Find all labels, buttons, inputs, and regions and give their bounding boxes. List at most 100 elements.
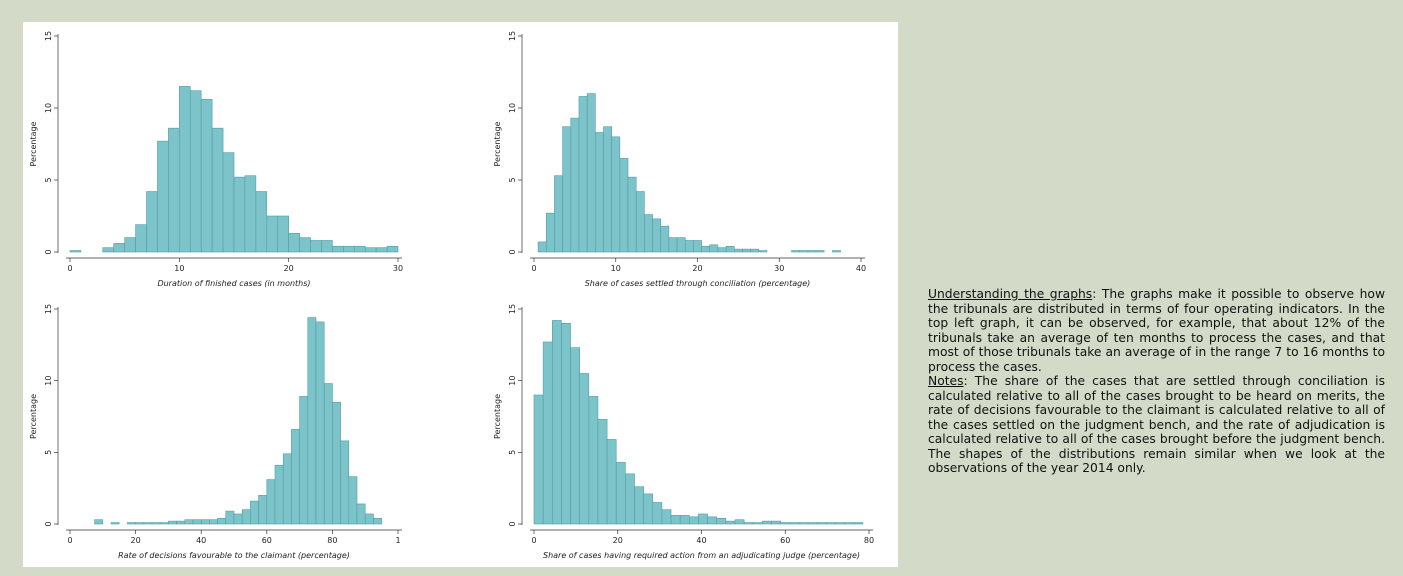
- histogram-bar: [709, 244, 719, 253]
- chart-duration: 0 5 10 15 0 10 20 30 Duration of finished cases …: [29, 31, 403, 288]
- histogram-bar: [750, 248, 760, 253]
- histogram-bar: [701, 245, 711, 253]
- histogram-bar: [627, 176, 637, 253]
- histogram-bar: [348, 476, 358, 525]
- x-tick-label: 60: [262, 536, 272, 545]
- histogram-bar: [606, 439, 617, 525]
- y-axis-title: Percentage: [493, 394, 502, 439]
- histogram-bar: [635, 191, 645, 253]
- histogram-bar: [225, 510, 235, 525]
- histogram-bar: [299, 237, 311, 253]
- y-tick-label: 10: [44, 376, 53, 386]
- histogram-bar: [168, 127, 180, 253]
- histogram-bar: [375, 247, 388, 253]
- x-axis-title: Duration of finished cases (in months): [157, 279, 310, 288]
- histogram-bar: [184, 519, 194, 525]
- histogram-bar: [250, 500, 259, 525]
- notes-heading: Notes: [928, 374, 964, 388]
- histogram-bar: [561, 323, 571, 525]
- x-tick-label: 0: [67, 536, 72, 545]
- histogram-bar: [373, 517, 382, 525]
- histogram-bar: [222, 152, 235, 253]
- histogram-bar: [570, 347, 580, 525]
- histogram-bar: [332, 245, 344, 253]
- histogram-bar: [693, 240, 702, 253]
- histogram-bar: [159, 522, 169, 525]
- histogram-bar: [310, 240, 322, 253]
- histogram-bar: [603, 126, 612, 253]
- y-tick-label: 10: [508, 103, 517, 113]
- x-tick-label: 10: [174, 264, 184, 273]
- histogram-bar: [266, 215, 279, 253]
- histogram-bar: [554, 175, 563, 253]
- y-tick-label: 0: [44, 521, 53, 526]
- x-tick-label: 20: [284, 264, 294, 273]
- histogram-bar: [124, 237, 136, 253]
- histogram-bar: [725, 520, 736, 525]
- histogram-bar: [717, 247, 727, 253]
- histogram-bar: [652, 218, 662, 253]
- notes-text: Understanding the graphs: The graphs mak…: [928, 287, 1385, 476]
- histogram-bar: [689, 516, 699, 525]
- histogram-bar: [69, 250, 82, 253]
- histogram-bar: [684, 240, 694, 253]
- histogram-bar: [315, 321, 325, 525]
- histogram-bar: [733, 248, 743, 253]
- y-tick-label: 15: [44, 304, 53, 314]
- histogram-bar: [725, 245, 735, 253]
- histogram-bar: [200, 519, 210, 525]
- x-tick-label: 30: [774, 264, 784, 273]
- y-tick-label: 15: [508, 304, 517, 314]
- histogram-bar: [288, 232, 300, 253]
- histogram-bar: [716, 517, 727, 525]
- histogram-bar: [209, 519, 218, 525]
- histogram-bar: [570, 117, 580, 253]
- histogram-bar: [233, 176, 246, 253]
- x-tick-label: 80: [327, 536, 337, 545]
- histogram-bar: [143, 522, 153, 525]
- x-tick-label: 40: [696, 536, 706, 545]
- histogram-bar: [844, 522, 855, 525]
- histogram-bar: [127, 522, 136, 525]
- x-tick-label: 20: [613, 536, 623, 545]
- x-tick-label: 40: [856, 264, 866, 273]
- histogram-bar: [625, 473, 635, 525]
- chart-conciliation: 0 5 10 15 0 10 20 30 40 Share of cases settled th…: [493, 31, 866, 288]
- histogram-bar: [274, 464, 284, 525]
- histogram-bar: [789, 522, 800, 525]
- histogram-bar: [853, 522, 864, 525]
- histogram-bar: [343, 245, 355, 253]
- histogram-bar: [597, 419, 608, 525]
- histogram-bar: [241, 509, 251, 525]
- histogram-bar: [332, 401, 341, 525]
- histogram-bar: [299, 396, 309, 525]
- histogram-bar: [619, 158, 629, 253]
- histogram-bar: [533, 394, 544, 525]
- histogram-bar: [551, 320, 562, 525]
- histogram-bar: [244, 175, 257, 253]
- y-tick-label: 0: [508, 249, 517, 254]
- histogram-bar: [835, 522, 845, 525]
- histogram-bar: [758, 250, 768, 253]
- histogram-bar: [353, 245, 366, 253]
- x-tick-label: 1: [395, 536, 400, 545]
- histogram-bar: [386, 245, 399, 253]
- notes-paragraph: Notes: The share of the cases that are s…: [928, 374, 1385, 476]
- understanding-paragraph: Understanding the graphs: The graphs mak…: [928, 287, 1385, 374]
- histogram-bar: [266, 479, 276, 525]
- x-tick-label: 0: [67, 264, 72, 273]
- y-tick-label: 15: [44, 31, 53, 41]
- histogram-bar: [364, 247, 377, 253]
- histogram-bar: [586, 93, 596, 253]
- histogram-bar: [307, 317, 317, 525]
- histogram-bar: [364, 513, 374, 525]
- y-tick-label: 10: [44, 103, 53, 113]
- histogram-bar: [189, 90, 202, 253]
- x-tick-label: 0: [531, 264, 536, 273]
- histogram-bar: [742, 248, 751, 253]
- histogram-bar: [217, 517, 227, 525]
- histogram-bar: [799, 250, 809, 253]
- histogram-bar: [94, 519, 104, 525]
- histogram-bar: [146, 191, 158, 253]
- x-tick-label: 20: [692, 264, 702, 273]
